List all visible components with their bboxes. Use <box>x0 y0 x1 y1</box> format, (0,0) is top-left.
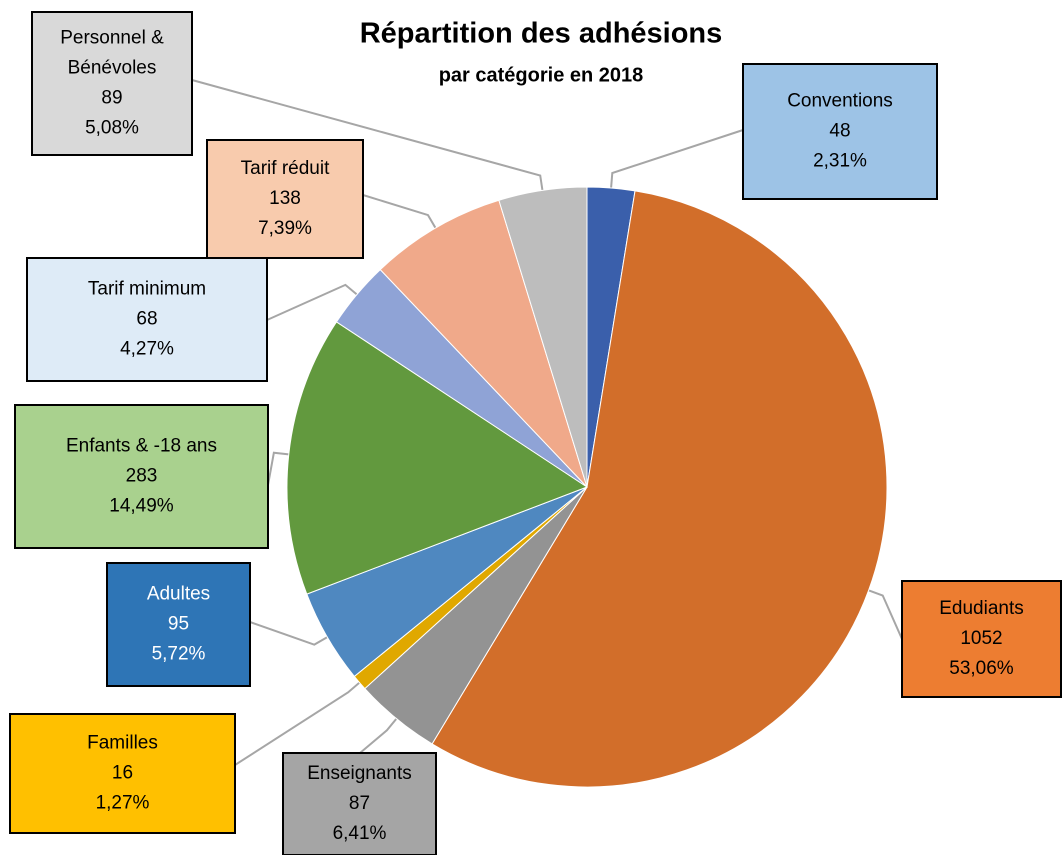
data-label: Enseignants 87 6,41% <box>282 752 437 855</box>
label-box <box>106 562 251 687</box>
label-name: Personnel & Bénévoles <box>60 28 164 79</box>
data-label: Edudiants 1052 53,06% <box>901 580 1062 698</box>
label-box <box>742 63 938 200</box>
label-name: Adultes <box>147 584 210 605</box>
data-label: Personnel & Bénévoles 89 5,08% <box>31 11 193 156</box>
chart-title: Répartition des adhésions <box>360 18 723 50</box>
label-box <box>9 713 236 834</box>
label-name-part: Bénévoles <box>68 58 157 79</box>
pie-slice <box>498 186 588 488</box>
slices <box>286 186 888 788</box>
label-name: Tarif minimum <box>88 279 206 300</box>
data-label: Tarif réduit 138 7,39% <box>206 139 364 259</box>
label-name: Enfants & -18 ans <box>66 436 217 457</box>
label-value: 95 <box>168 614 189 635</box>
label-name: Familles <box>87 733 158 754</box>
label-box <box>282 752 437 855</box>
label-name: Enseignants <box>307 763 412 784</box>
label-percentage: 14,49% <box>109 496 174 517</box>
label-name: Edudiants <box>939 598 1024 619</box>
label-percentage: 5,08% <box>85 118 139 139</box>
pie-slice <box>379 199 588 488</box>
label-value: 68 <box>136 309 157 330</box>
label-value: 138 <box>269 188 301 209</box>
label-percentage: 2,31% <box>813 151 867 172</box>
data-label: Tarif minimum 68 4,27% <box>26 257 268 382</box>
label-percentage: 1,27% <box>96 793 150 814</box>
data-label: Enfants & -18 ans 283 14,49% <box>14 404 269 549</box>
label-value: 89 <box>101 88 122 109</box>
data-label: Adultes 95 5,72% <box>106 562 251 687</box>
label-box <box>31 11 193 156</box>
label-value: 48 <box>829 121 850 142</box>
label-box <box>26 257 268 382</box>
label-percentage: 5,72% <box>152 644 206 665</box>
label-percentage: 6,41% <box>333 823 387 844</box>
label-value: 1052 <box>960 628 1002 649</box>
label-box <box>14 404 269 549</box>
label-value: 87 <box>349 793 370 814</box>
data-label: Conventions 48 2,31% <box>742 63 938 200</box>
label-name: Tarif réduit <box>241 158 330 179</box>
label-box <box>901 580 1062 698</box>
label-box <box>206 139 364 259</box>
label-name: Conventions <box>787 91 893 112</box>
label-name-part: Personnel & <box>60 28 164 49</box>
chart-subtitle: par catégorie en 2018 <box>439 64 644 86</box>
label-value: 283 <box>126 466 158 487</box>
pie-slice <box>431 190 888 788</box>
label-percentage: 4,27% <box>120 339 174 360</box>
label-percentage: 7,39% <box>258 218 312 239</box>
pie-slice <box>286 321 589 595</box>
label-value: 16 <box>112 763 133 784</box>
data-label: Familles 16 1,27% <box>9 713 236 834</box>
label-percentage: 53,06% <box>949 658 1014 679</box>
